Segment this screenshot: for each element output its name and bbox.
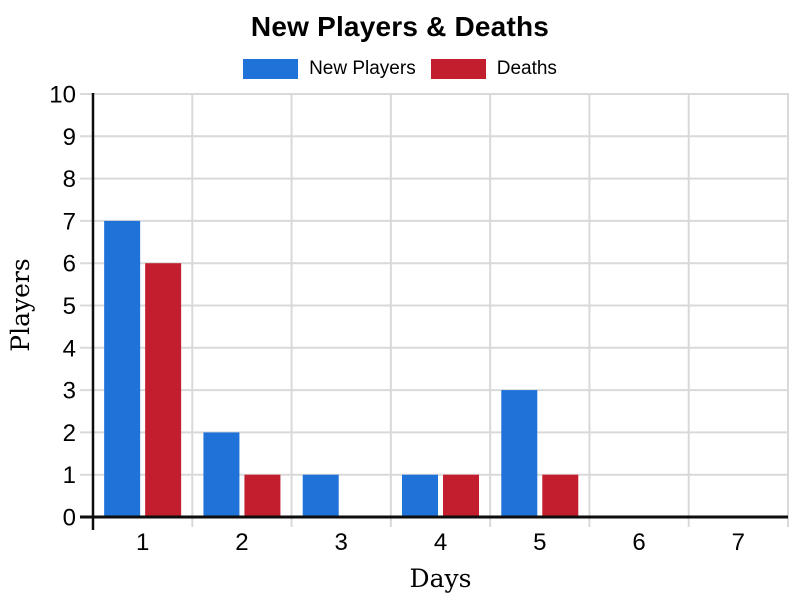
x-axis-title: Days [410, 564, 472, 593]
legend-swatch-deaths [430, 59, 486, 79]
y-tick-label: 8 [63, 166, 76, 193]
bar-new-players-day-4 [402, 474, 438, 517]
x-tick-label: 1 [136, 529, 149, 556]
legend-item-deaths: Deaths [430, 58, 557, 80]
y-tick-label: 1 [63, 462, 76, 489]
bar-deaths-day-4 [443, 474, 479, 517]
bar-new-players-day-5 [501, 390, 538, 517]
y-tick-label: 9 [63, 124, 76, 151]
y-tick-label: 0 [63, 505, 76, 532]
legend-swatch-new-players [243, 59, 299, 79]
x-tick-label: 5 [533, 529, 546, 556]
bar-new-players-day-2 [203, 432, 240, 517]
x-tick-label: 2 [235, 529, 248, 556]
y-tick-label: 2 [63, 420, 76, 447]
y-tick-label: 5 [63, 293, 76, 320]
y-tick-label: 7 [63, 208, 76, 235]
x-tick-label: 3 [335, 529, 348, 556]
x-tick-label: 6 [632, 529, 645, 556]
bar-new-players-day-3 [302, 474, 339, 517]
bar-deaths-day-1 [145, 263, 182, 517]
y-tick-label: 3 [63, 378, 76, 405]
bar-deaths-day-2 [244, 474, 281, 517]
legend-label-new-players: New Players [309, 58, 416, 79]
x-tick-label: 7 [732, 529, 745, 556]
y-tick-label: 10 [49, 82, 76, 109]
x-tick-label: 4 [434, 529, 447, 556]
chart-title: New Players & Deaths [250, 11, 550, 42]
legend-label-deaths: Deaths [496, 58, 557, 79]
y-tick-label: 4 [63, 335, 76, 362]
bar-new-players-day-1 [104, 220, 141, 517]
y-axis-title: Players [6, 258, 35, 351]
y-tick-label: 6 [63, 251, 76, 278]
bar-deaths-day-5 [542, 474, 579, 517]
legend: New Players Deaths [0, 58, 800, 80]
legend-item-new-players: New Players [243, 58, 416, 80]
